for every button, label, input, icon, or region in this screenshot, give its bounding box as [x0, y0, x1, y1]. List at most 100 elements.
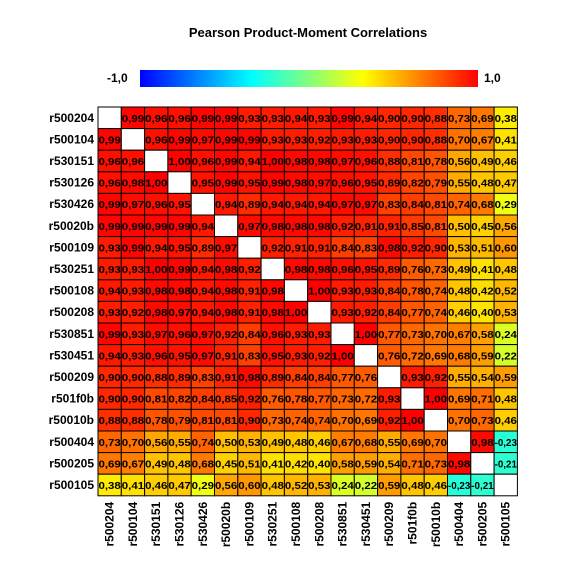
cell-value-label: 0,41	[122, 480, 144, 492]
cell-value-label: 0,83	[355, 242, 377, 254]
cell-value-label: 0,69	[401, 437, 423, 449]
cell-value-label: 0,99	[168, 134, 190, 146]
column-label: r530251	[266, 501, 280, 546]
cell-value-label: 0,49	[262, 437, 284, 449]
cell-value-label: 0,41	[495, 134, 517, 146]
cell-value-label: 0,67	[332, 437, 354, 449]
cell-value-label: 0,46	[448, 307, 470, 319]
cell-value-label: 0,40	[308, 458, 330, 470]
cell-value-label: 0,69	[99, 458, 121, 470]
cell-value-label: 0,78	[285, 394, 307, 406]
column-label: r50020b	[219, 502, 233, 547]
cell-value-label: 0,51	[238, 458, 260, 470]
cell-value-label: 0,70	[448, 415, 470, 427]
cell-value-label: 0,49	[448, 264, 470, 276]
cell-value-label: 0,83	[192, 372, 214, 384]
cell-value-label: 0,68	[355, 437, 377, 449]
column-label: r501f0b	[406, 502, 420, 545]
cell-value-label: 0,91	[238, 307, 260, 319]
cell-value-label: 0,96	[122, 156, 144, 168]
cell-value-label: 0,89	[378, 264, 400, 276]
cell-value-label: 0,90	[378, 113, 400, 125]
column-label: r530126	[173, 501, 187, 546]
cell-value-label: 0,59	[355, 458, 377, 470]
cell-value-label: 0,98	[308, 221, 330, 233]
cell-value-label: 0,88	[145, 372, 167, 384]
cell-value-label: 0,54	[378, 458, 400, 470]
cell-value-label: 1,00	[262, 156, 284, 168]
column-label: r500204	[103, 501, 117, 546]
cell-value-label: 0,94	[192, 221, 214, 233]
cell-value-label: 0,94	[285, 199, 307, 211]
cell-value-label: 0,41	[262, 458, 284, 470]
cell-value-label: 0,81	[215, 415, 237, 427]
cell-value-label: 1,00	[401, 415, 423, 427]
cell-value-label: 0,93	[262, 134, 284, 146]
cell-value-label: 0,45	[215, 458, 237, 470]
cell-value-label: 0,53	[238, 437, 260, 449]
cell-value-label: 0,85	[215, 394, 237, 406]
heatmap-cell	[283, 279, 309, 302]
heatmap-cell	[97, 106, 122, 130]
cell-value-label: 0,55	[378, 437, 400, 449]
cell-value-label: 0,97	[192, 350, 214, 362]
cell-value-label: 0,55	[448, 178, 470, 190]
cell-value-label: 0,29	[192, 480, 214, 492]
cell-value-label: 0,83	[238, 350, 260, 362]
cell-value-label: 0,94	[285, 113, 307, 125]
cell-value-label: 0,55	[448, 372, 470, 384]
cell-value-label: 0,90	[378, 134, 400, 146]
cell-value-label: 0,98	[285, 178, 307, 190]
cell-value-label: 0,50	[448, 221, 470, 233]
cell-value-label: 0,70	[122, 437, 144, 449]
cell-value-label: 0,96	[262, 329, 284, 341]
heatmap-cell	[307, 300, 332, 324]
cell-value-label: 0,92	[122, 307, 144, 319]
cell-value-label: 0,93	[355, 134, 377, 146]
cell-value-label: 0,97	[332, 199, 354, 211]
cell-value-label: 0,94	[355, 113, 377, 125]
cell-value-label: 0,58	[332, 458, 354, 470]
heatmap-cell	[470, 452, 495, 475]
column-label: r50010b	[429, 502, 443, 547]
cell-value-label: 0,56	[448, 156, 470, 168]
cell-value-label: 0,98	[285, 221, 307, 233]
cell-value-label: 0,89	[238, 199, 260, 211]
cell-value-label: 0,53	[495, 307, 517, 319]
cell-value-label: 0,69	[355, 415, 377, 427]
cell-value-label: 0,97	[332, 156, 354, 168]
cell-value-label: 0,98	[168, 286, 190, 298]
cell-value-label: 0,29	[495, 199, 517, 211]
cell-value-label: 0,79	[425, 178, 447, 190]
cell-value-label: 0,97	[192, 329, 214, 341]
cell-value-label: 0,96	[168, 329, 190, 341]
row-label: r500205	[49, 456, 94, 470]
cell-value-label: 0,78	[401, 286, 423, 298]
cell-value-label: 0,74	[425, 307, 447, 319]
cell-value-label: 0,98	[308, 156, 330, 168]
cell-value-label: 0,95	[168, 199, 190, 211]
cell-value-label: 0,90	[122, 372, 144, 384]
cell-value-label: 0,48	[262, 480, 284, 492]
cell-value-label: 0,59	[495, 372, 517, 384]
cell-value-label: 0,90	[238, 415, 260, 427]
cell-value-label: 0,83	[378, 199, 400, 211]
cell-value-label: 0,90	[401, 113, 423, 125]
color-scale-bar	[140, 70, 478, 87]
cell-value-label: 0,40	[471, 307, 493, 319]
cell-value-label: 0,81	[425, 199, 447, 211]
cell-value-label: 0,52	[285, 480, 307, 492]
cell-value-label: 0,99	[168, 264, 190, 276]
cell-value-label: 0,45	[471, 221, 493, 233]
heatmap-cell	[447, 430, 472, 454]
cell-value-label: 0,97	[355, 199, 377, 211]
heatmap-cell	[214, 214, 239, 238]
cell-value-label: 0,67	[448, 329, 470, 341]
heatmap-cell	[377, 365, 402, 389]
cell-value-label: 0,56	[215, 480, 237, 492]
cell-value-label: 0,92	[238, 394, 260, 406]
heatmap-cell	[400, 387, 425, 410]
cell-value-label: 0,99	[238, 134, 260, 146]
column-label: r500205	[475, 501, 489, 546]
